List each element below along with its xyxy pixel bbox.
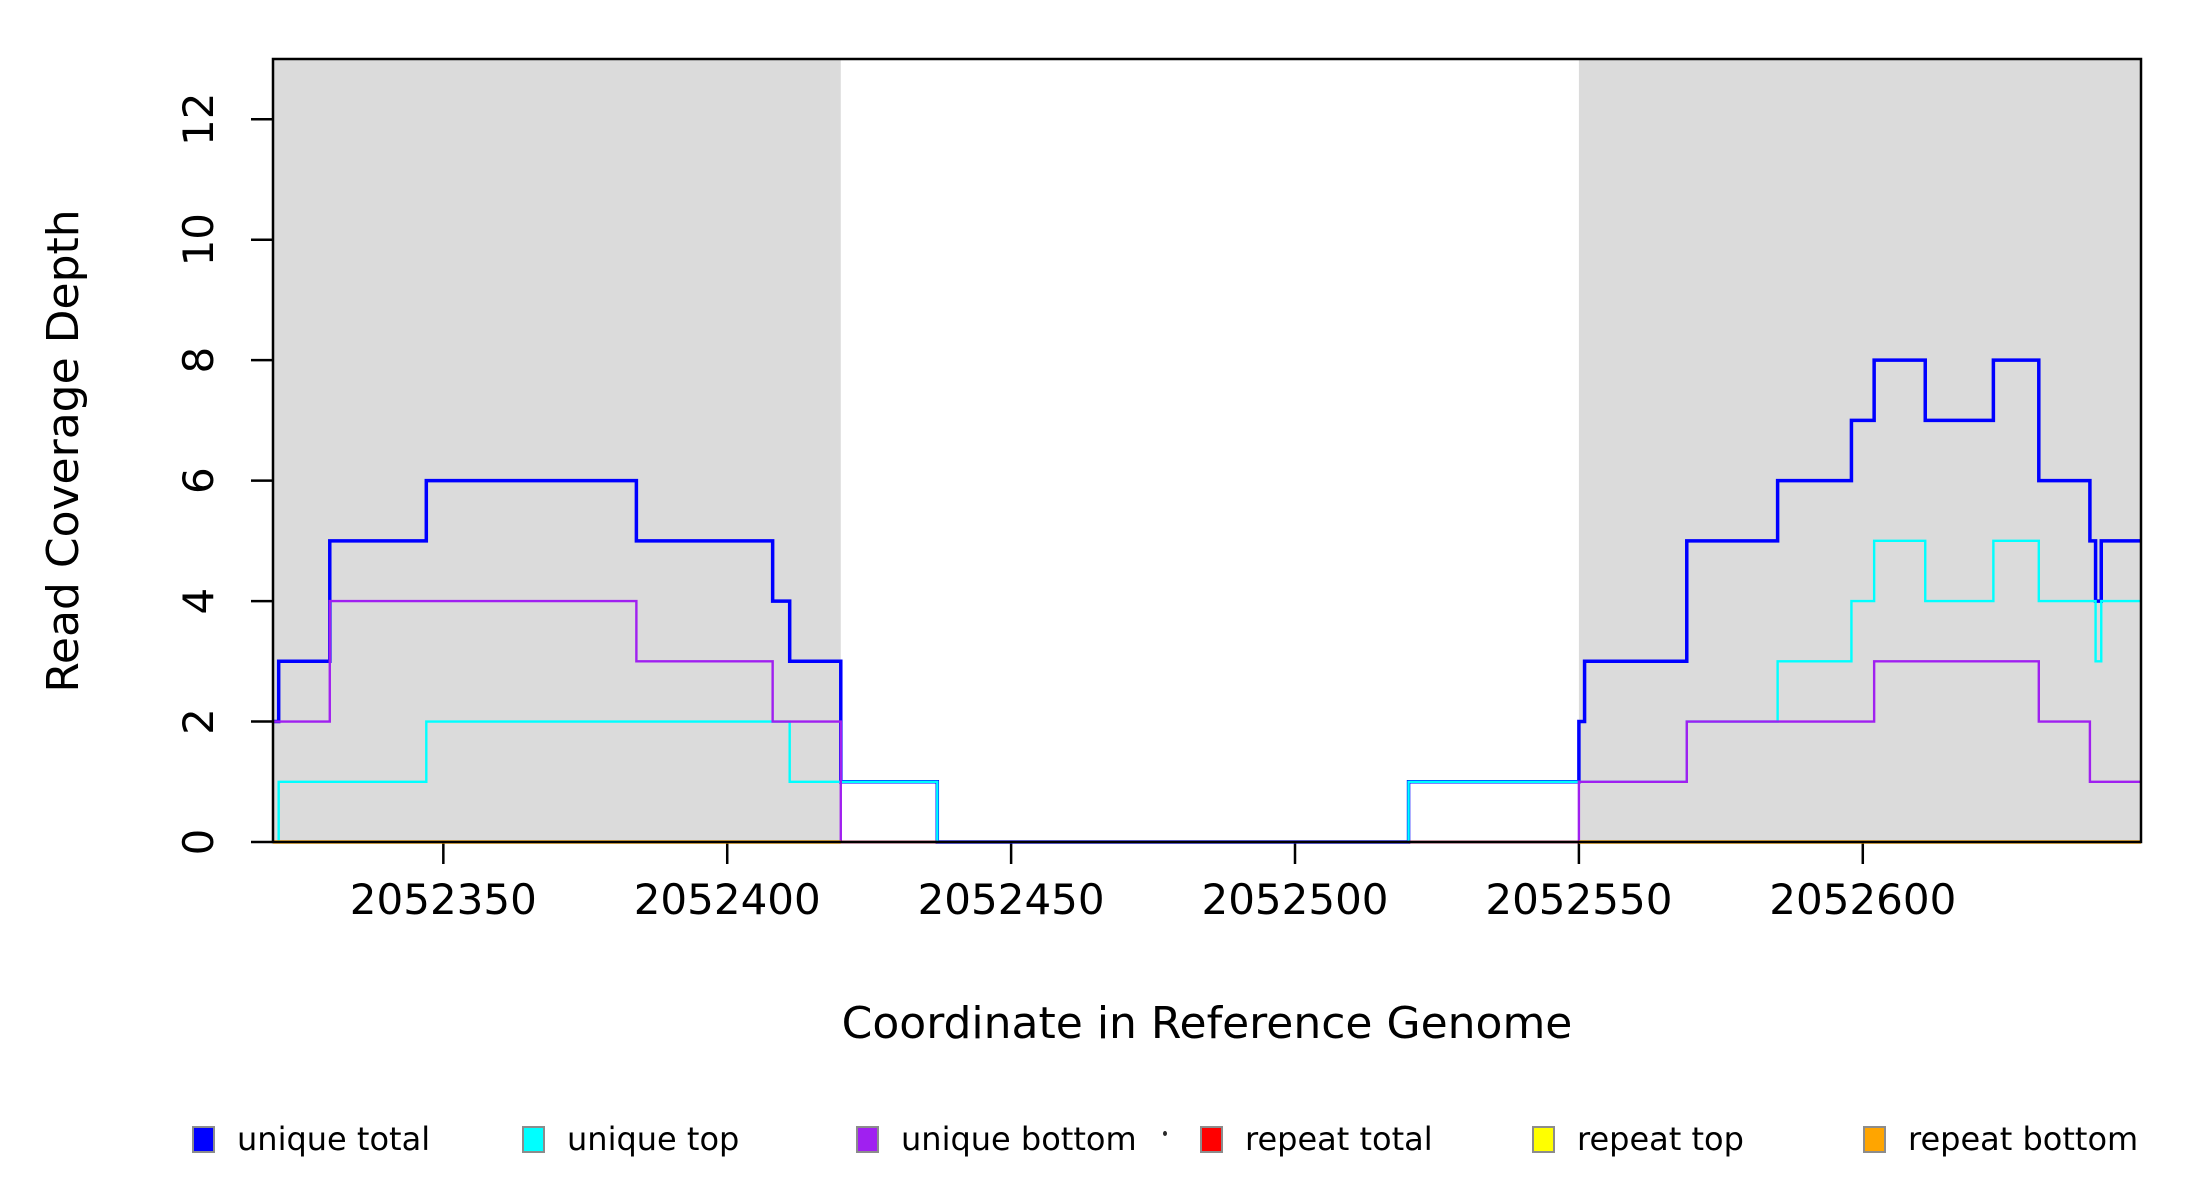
legend-item-repeat-bottom: repeat bottom <box>1863 1120 2138 1158</box>
legend-label: unique top <box>567 1120 740 1158</box>
series-unique-total <box>273 358 2141 844</box>
plot-border <box>271 57 2143 844</box>
legend-item-unique-bottom: unique bottom <box>856 1120 1137 1158</box>
y-tick-label: 4 <box>174 588 223 615</box>
legend-swatch <box>522 1125 545 1153</box>
legend-item-unique-total: unique total <box>192 1120 430 1158</box>
y-tick-label: 0 <box>174 829 223 856</box>
x-tick-label: 2052350 <box>350 875 537 924</box>
repeat-region <box>1578 59 2141 842</box>
legend-label: repeat bottom <box>1908 1120 2139 1158</box>
legend-swatch <box>1863 1125 1886 1153</box>
x-axis-title: Coordinate in Reference Genome <box>842 998 1573 1049</box>
x-tick-label: 2052450 <box>918 875 1105 924</box>
series-unique-bottom <box>273 599 2141 844</box>
legend-swatch <box>856 1125 879 1153</box>
y-tick-label: 2 <box>174 708 223 735</box>
legend-item-unique-top: unique top <box>522 1120 739 1158</box>
y-tick-label: 10 <box>174 213 223 266</box>
legend: unique total unique top unique bottom repea… <box>0 1120 2200 1168</box>
legend-label: unique total <box>237 1120 431 1158</box>
legend-swatch <box>1200 1125 1223 1153</box>
x-tick-label: 2052400 <box>634 875 821 924</box>
legend-item-repeat-top: repeat top <box>1532 1120 1744 1158</box>
legend-label: unique bottom <box>901 1120 1137 1158</box>
axis-ticks-layer: 2052350 2052400 2052450 2052500 2052550 20526… <box>174 93 1956 924</box>
x-tick-label: 2052600 <box>1769 875 1956 924</box>
x-tick-label: 2052550 <box>1485 875 1672 924</box>
x-tick-label: 2052500 <box>1201 875 1388 924</box>
repeat-region <box>273 59 841 842</box>
legend-swatch <box>192 1125 215 1153</box>
y-tick-label: 6 <box>174 467 223 494</box>
legend-label: repeat top <box>1577 1120 1744 1158</box>
y-axis-title: Read Coverage Depth <box>38 209 89 692</box>
repeat-regions-layer <box>273 59 2141 842</box>
legend-item-repeat-total: repeat total <box>1200 1120 1433 1158</box>
stray-dot <box>1163 1131 1167 1136</box>
y-tick-label: 8 <box>174 347 223 374</box>
y-tick-label: 12 <box>174 93 223 146</box>
legend-swatch <box>1532 1125 1555 1153</box>
legend-label: repeat total <box>1245 1120 1433 1158</box>
series-unique-top <box>273 539 2141 844</box>
